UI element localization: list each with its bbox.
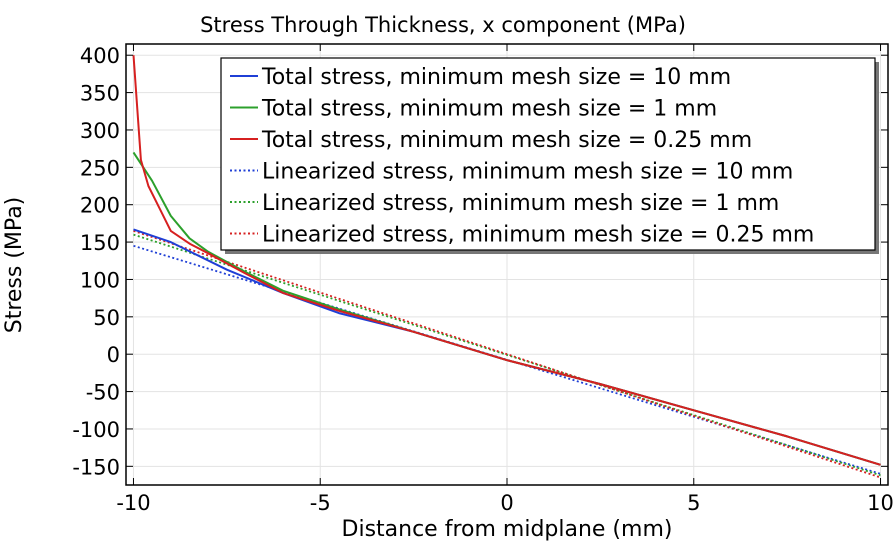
chart-title: Stress Through Thickness, x component (M…	[200, 13, 686, 37]
y-tick-label: 0	[107, 343, 120, 367]
legend-entry-label: Total stress, minimum mesh size = 1 mm	[261, 97, 717, 122]
legend-entry-label: Total stress, minimum mesh size = 10 mm	[261, 65, 731, 90]
y-tick-label: 50	[93, 306, 120, 330]
y-tick-label: 250	[80, 156, 120, 180]
legend-entry-label: Linearized stress, minimum mesh size = 1…	[262, 160, 793, 185]
x-axis-label: Distance from midplane (mm)	[342, 517, 673, 542]
series-lines	[132, 55, 881, 479]
legend-entry-label: Linearized stress, minimum mesh size = 0…	[262, 223, 814, 248]
y-tick-label: 100	[80, 268, 120, 292]
series-line-3	[132, 55, 881, 466]
legend-entry-label: Total stress, minimum mesh size = 0.25 m…	[261, 128, 752, 153]
x-tick-label: -10	[116, 491, 150, 515]
y-tick-label: 350	[80, 82, 120, 106]
x-tick-label: 5	[687, 491, 700, 515]
x-tick-label: 0	[500, 491, 513, 515]
legend-entry-label: Linearized stress, minimum mesh size = 1…	[262, 191, 779, 216]
y-tick-label: 300	[80, 119, 120, 143]
series-line-5	[133, 233, 881, 477]
y-tick-label: 400	[80, 44, 120, 68]
axis-ticks: -10 -5 0 5 10400350300250200150100500-50-100…	[72, 44, 894, 515]
x-tick-label: 10	[867, 491, 894, 515]
y-tick-label: -50	[86, 381, 120, 405]
y-tick-label: 200	[80, 194, 120, 218]
legend-items: Total stress, minimum mesh size = 10 mm T…	[230, 65, 814, 248]
y-axis-label: Stress (MPa)	[2, 197, 27, 334]
x-tick-label: -5	[310, 491, 331, 515]
y-tick-label: -100	[72, 418, 120, 442]
series-line-6	[133, 230, 881, 479]
legend-box	[220, 57, 876, 251]
y-tick-label: -150	[72, 455, 120, 479]
legend: Total stress, minimum mesh size = 10 mm T…	[220, 57, 879, 254]
y-tick-label: 150	[80, 231, 120, 255]
